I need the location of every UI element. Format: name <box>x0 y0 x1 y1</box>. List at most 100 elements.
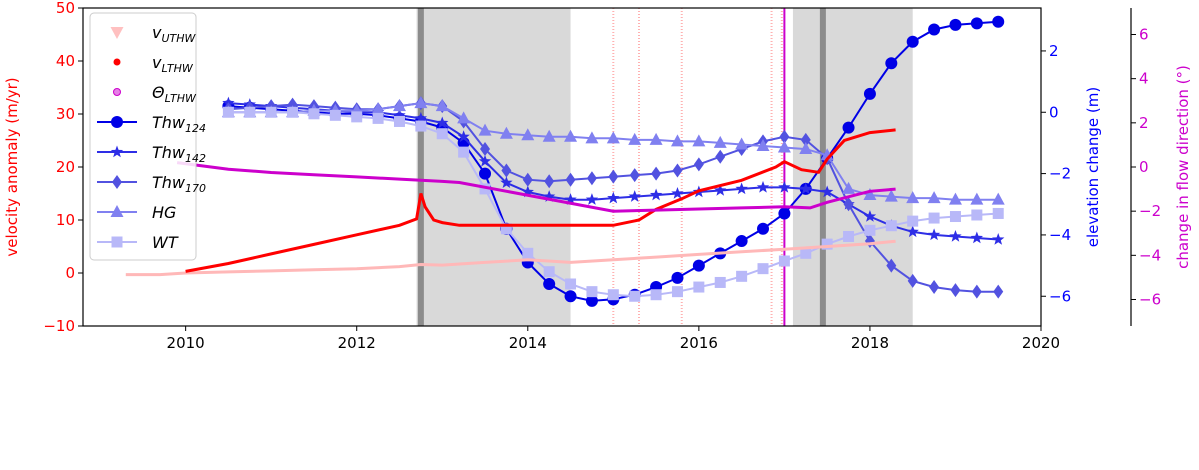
point-HG-23 <box>713 135 727 148</box>
point-Thw170-23 <box>715 149 726 164</box>
point-HG-35 <box>970 192 984 205</box>
point-Thw142-17 <box>585 193 599 205</box>
point-Thw124-29 <box>842 121 855 134</box>
point-Thw142-20 <box>649 188 663 201</box>
point-Thw124-33 <box>928 23 941 36</box>
point-Thw170-32 <box>907 273 918 288</box>
point-WT-25 <box>757 263 769 275</box>
point-Thw170-12 <box>480 142 491 157</box>
point-WT-12 <box>479 183 491 195</box>
legend-subscript-5: 170 <box>185 182 206 195</box>
point-WT-10 <box>436 128 448 140</box>
y-right1-tick-label: 0 <box>1049 103 1059 121</box>
point-HG-16 <box>564 129 578 142</box>
point-Thw170-21 <box>672 163 683 178</box>
point-Thw170-16 <box>565 172 576 187</box>
y-left-tick-label: −10 <box>43 317 75 335</box>
point-Thw170-29 <box>843 197 854 212</box>
y-left-tick-label: 0 <box>65 264 75 282</box>
point-Thw142-21 <box>671 187 684 199</box>
point-Thw142-13 <box>500 176 513 189</box>
x-tick-label: 2016 <box>680 334 718 352</box>
point-HG-29 <box>842 181 856 194</box>
point-WT-8 <box>393 115 405 127</box>
series-line-vLTHW <box>185 128 896 273</box>
point-Thw170-13 <box>501 163 512 178</box>
point-HG-18 <box>606 131 620 144</box>
y-left-axis-label: velocity anomaly (m/yr) <box>3 77 21 256</box>
point-Thw124-36 <box>992 15 1005 28</box>
y-right2-tick-label: 0 <box>1139 158 1149 176</box>
point-WT-7 <box>372 112 384 124</box>
point-Thw170-22 <box>693 157 704 172</box>
point-WT-14 <box>522 247 534 259</box>
point-Thw124-22 <box>692 259 705 272</box>
point-HG-7 <box>371 102 385 115</box>
point-WT-27 <box>800 247 812 259</box>
point-Thw170-15 <box>544 174 555 189</box>
y-left-tick-label: 20 <box>56 158 75 176</box>
point-Thw142-19 <box>628 190 641 202</box>
legend-marker-1 <box>113 58 121 66</box>
point-Thw142-18 <box>607 191 620 204</box>
point-HG-14 <box>521 128 535 141</box>
point-HG-10 <box>435 99 449 112</box>
point-Thw142-11 <box>457 130 470 143</box>
point-WT-2 <box>265 106 277 118</box>
point-Thw142-15 <box>542 190 556 202</box>
point-HG-31 <box>884 189 898 202</box>
point-HG-19 <box>628 132 642 145</box>
point-WT-18 <box>607 289 619 301</box>
point-HG-17 <box>585 131 599 144</box>
point-Thw170-31 <box>886 258 897 273</box>
point-Thw170-18 <box>608 169 619 184</box>
point-Thw170-34 <box>950 283 961 298</box>
y-left-tick-label: 40 <box>56 52 75 70</box>
point-Thw170-33 <box>929 280 940 295</box>
legend-label-4: Thw142 <box>152 143 206 165</box>
x-tick-label: 2014 <box>509 334 547 352</box>
point-WT-34 <box>949 211 961 223</box>
series-vUTHW <box>125 239 896 277</box>
point-HG-27 <box>799 142 813 155</box>
point-WT-11 <box>458 146 470 158</box>
y-right2-tick-label: −6 <box>1139 291 1161 309</box>
data-series <box>125 15 1005 307</box>
y-right2-tick-label: 2 <box>1139 114 1149 132</box>
y-right1-tick-label: 2 <box>1049 42 1059 60</box>
point-WT-26 <box>778 255 790 267</box>
point-Thw124-35 <box>970 17 983 30</box>
axes: 2010 2012 2014 2016 2018 2020−1001020304050ve… <box>3 0 1192 352</box>
y-right2-tick-label: −2 <box>1139 202 1161 220</box>
point-WT-5 <box>329 109 341 121</box>
y-right1-tick-label: −2 <box>1049 165 1071 183</box>
point-WT-35 <box>971 209 983 221</box>
x-tick-label: 2018 <box>851 334 889 352</box>
point-WT-4 <box>308 108 320 120</box>
legend-subscript-2: LTHW <box>165 92 197 105</box>
legend-marker-4 <box>110 145 124 158</box>
point-Thw124-24 <box>735 235 748 248</box>
point-Thw170-14 <box>522 172 533 187</box>
point-WT-28 <box>821 238 833 250</box>
y-right2-tick-label: 6 <box>1139 26 1149 44</box>
point-WT-15 <box>543 266 555 278</box>
point-Thw142-30 <box>863 210 877 222</box>
legend-marker-5 <box>112 175 122 189</box>
point-HG-21 <box>670 134 684 147</box>
point-WT-0 <box>222 106 234 118</box>
point-Thw124-31 <box>885 57 898 70</box>
point-Thw142-8 <box>393 108 406 121</box>
point-Thw142-16 <box>564 193 577 205</box>
point-WT-19 <box>629 290 641 302</box>
point-Thw170-19 <box>629 168 640 183</box>
point-HG-33 <box>927 191 941 204</box>
point-WT-17 <box>586 286 598 298</box>
legend-box <box>89 12 197 261</box>
point-HG-26 <box>777 140 791 153</box>
x-tick-label: 2012 <box>338 334 376 352</box>
dark-line-0 <box>417 8 424 326</box>
point-WT-36 <box>992 207 1004 219</box>
